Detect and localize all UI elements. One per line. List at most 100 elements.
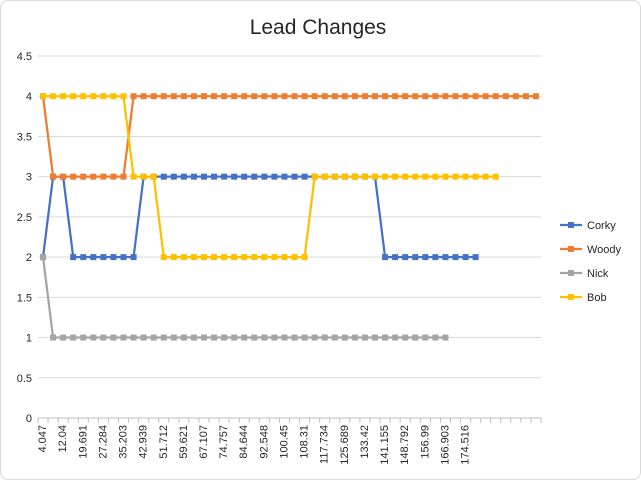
y-tick-label: 1 [26,333,32,345]
data-point-corky [70,254,77,261]
data-point-woody [512,93,519,100]
x-tick-label: 4.047 [37,425,49,453]
x-tick-label: 100.45 [278,425,290,459]
data-point-nick [190,334,197,341]
data-point-bob [100,93,107,100]
data-point-corky [402,254,409,261]
data-point-bob [472,173,479,180]
data-point-nick [200,334,207,341]
data-point-woody [442,93,449,100]
data-point-woody [160,93,167,100]
data-point-nick [432,334,439,341]
data-point-woody [211,93,218,100]
data-point-woody [422,93,429,100]
x-axis: 4.047 12.04 19.691 27.284 35.203 42.939 51.712… [37,417,542,465]
data-point-nick [442,334,449,341]
data-point-bob [372,173,379,180]
data-point-nick [90,334,97,341]
data-point-nick [160,334,167,341]
data-point-bob [492,173,499,180]
data-point-nick [110,334,117,341]
x-tick-label: 59.621 [178,425,190,459]
data-point-nick [100,334,107,341]
data-point-nick [40,254,47,261]
data-point-woody [502,93,509,100]
x-tick-label: 67.107 [198,425,210,459]
data-point-bob [462,173,469,180]
data-point-woody [231,93,238,100]
data-point-corky [180,173,187,180]
data-point-woody [140,93,147,100]
data-point-corky [281,173,288,180]
data-point-nick [60,334,67,341]
data-point-bob [281,254,288,261]
data-point-corky [271,173,278,180]
data-point-nick [120,334,127,341]
data-point-bob [200,254,207,261]
data-point-woody [80,173,87,180]
data-point-woody [341,93,348,100]
legend-label-corky: Corky [587,220,616,232]
data-point-woody [482,93,489,100]
data-point-nick [180,334,187,341]
data-point-bob [221,254,228,261]
data-point-nick [301,334,308,341]
data-point-bob [50,93,57,100]
data-point-woody [372,93,379,100]
data-point-bob [351,173,358,180]
data-point-corky [251,173,258,180]
data-point-corky [110,254,117,261]
x-tick-label: 156.99 [419,425,431,459]
data-point-bob [301,254,308,261]
data-point-woody [311,93,318,100]
data-point-woody [462,93,469,100]
data-point-bob [180,254,187,261]
data-point-bob [150,173,157,180]
data-point-bob [382,173,389,180]
data-point-nick [70,334,77,341]
data-point-woody [190,93,197,100]
data-point-bob [241,254,248,261]
x-tick-label: 12.04 [57,425,69,453]
data-point-bob [70,93,77,100]
x-tick-label: 35.203 [118,425,130,459]
data-point-woody [452,93,459,100]
x-tick-label: 148.792 [399,425,411,465]
data-point-bob [412,173,419,180]
data-point-woody [321,93,328,100]
data-point-nick [150,334,157,341]
x-tick-label: 141.155 [379,425,391,465]
y-tick-label: 2.5 [17,212,32,224]
y-axis-ticks: 0 0.5 1 1.5 2 2.5 3 3.5 4 4.5 [17,51,32,425]
data-point-woody [402,93,409,100]
chart-title: Lead Changes [250,16,387,39]
data-point-woody [392,93,399,100]
data-point-bob [60,93,67,100]
legend-label-bob: Bob [587,292,607,304]
data-point-woody [60,173,67,180]
data-point-corky [472,254,479,261]
data-point-nick [241,334,248,341]
data-point-woody [522,93,529,100]
data-point-nick [291,334,298,341]
data-point-nick [351,334,358,341]
data-point-nick [382,334,389,341]
data-point-woody [382,93,389,100]
data-point-woody [150,93,157,100]
gridlines [38,55,541,379]
data-point-nick [140,334,147,341]
data-point-nick [231,334,238,341]
data-point-corky [211,173,218,180]
data-point-bob [160,254,167,261]
data-point-woody [70,173,77,180]
data-point-woody [271,93,278,100]
data-point-woody [412,93,419,100]
data-point-woody [130,93,137,100]
data-point-bob [190,254,197,261]
data-point-nick [80,334,87,341]
data-point-nick [261,334,268,341]
data-point-bob [261,254,268,261]
data-point-woody [281,93,288,100]
data-point-corky [100,254,107,261]
data-point-woody [120,173,127,180]
